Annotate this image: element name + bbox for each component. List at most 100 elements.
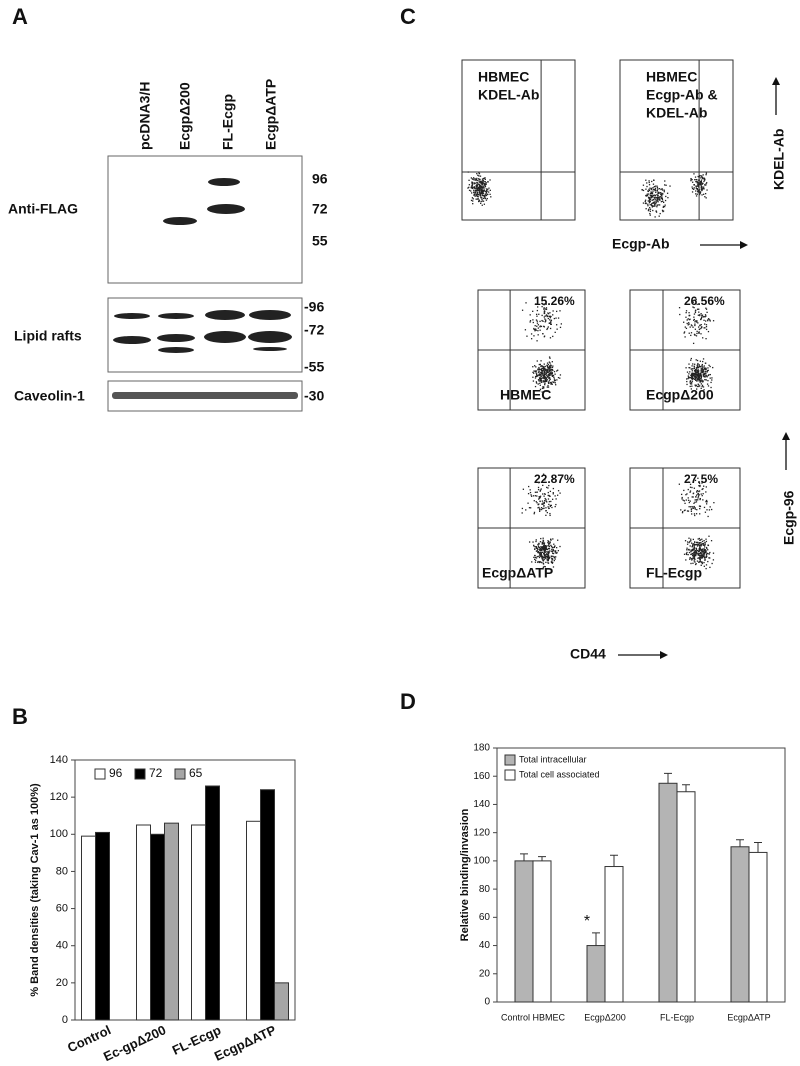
event-dot [697, 377, 700, 379]
event-dot [664, 180, 666, 182]
event-dot [544, 376, 546, 379]
event-dot [695, 368, 698, 370]
event-dot [530, 507, 532, 509]
event-dot [653, 194, 655, 196]
panel-label: D [400, 689, 416, 714]
event-dot [475, 198, 477, 200]
event-dot [698, 332, 700, 334]
event-dot [705, 369, 707, 371]
event-dot [662, 200, 664, 202]
event-dot [543, 549, 545, 551]
event-dot [657, 196, 659, 199]
event-dot [535, 313, 538, 316]
event-dot [539, 495, 542, 497]
event-dot [698, 328, 701, 330]
event-dot [681, 496, 683, 499]
event-dot [651, 204, 653, 207]
event-dot [534, 325, 536, 327]
event-dot [693, 560, 695, 562]
event-dot [700, 383, 702, 385]
event-dot [476, 198, 479, 200]
event-dot [545, 320, 547, 322]
event-dot [654, 216, 656, 218]
event-dot [539, 510, 541, 512]
event-dot [703, 316, 705, 318]
event-dot [700, 379, 702, 382]
event-dot [481, 186, 484, 188]
event-dot [649, 212, 651, 215]
event-dot [532, 495, 535, 497]
event-dot [543, 316, 545, 318]
event-dot [473, 191, 475, 194]
event-dot [476, 181, 478, 184]
panel-label: A [12, 4, 28, 29]
event-dot [477, 174, 479, 176]
event-dot [694, 369, 696, 371]
event-dot [546, 511, 549, 514]
event-dot [696, 188, 698, 190]
event-dot [547, 386, 550, 388]
event-dot [477, 182, 479, 184]
event-dot [553, 370, 556, 373]
event-dot [695, 298, 697, 301]
bar [260, 789, 275, 1021]
event-dot [541, 387, 544, 390]
event-dot [555, 556, 557, 558]
event-dot [685, 494, 687, 496]
event-dot [652, 187, 654, 189]
event-dot [556, 379, 558, 381]
event-dot [527, 502, 529, 504]
event-dot [544, 499, 546, 502]
event-dot [480, 190, 483, 193]
event-dot [700, 564, 702, 566]
event-dot [683, 332, 685, 334]
event-dot [552, 365, 554, 367]
event-dot [660, 193, 662, 195]
event-dot [647, 200, 649, 202]
event-dot [543, 308, 545, 310]
event-dot [681, 498, 683, 500]
event-dot [661, 198, 664, 201]
event-dot [696, 375, 698, 377]
event-dot [689, 371, 691, 373]
event-dot [478, 185, 481, 187]
event-dot [695, 541, 698, 544]
event-dot [547, 367, 549, 369]
lane-label: EcgpΔATP [263, 79, 279, 150]
event-dot [696, 380, 698, 382]
event-dot [700, 374, 702, 376]
y-tick-label: 20 [479, 968, 491, 979]
event-dot [693, 548, 695, 551]
event-dot [697, 181, 699, 183]
event-dot [645, 208, 647, 210]
plot-label: FL-Ecgp [646, 565, 702, 581]
event-dot [691, 365, 693, 367]
event-dot [477, 194, 480, 196]
event-dot [656, 200, 658, 202]
event-dot [488, 191, 490, 193]
event-dot [698, 542, 700, 544]
event-dot [657, 192, 659, 194]
event-dot [470, 177, 473, 179]
event-dot [530, 333, 533, 335]
event-dot [479, 193, 481, 196]
event-dot [660, 192, 662, 194]
y-tick-label: 180 [473, 743, 490, 754]
event-dot [649, 199, 651, 201]
event-dot [661, 196, 663, 199]
event-dot [705, 486, 707, 488]
event-dot [702, 360, 704, 363]
event-dot [556, 328, 558, 330]
event-dot [542, 372, 544, 375]
mw-marker: -96 [304, 299, 324, 315]
event-dot [698, 374, 701, 376]
event-dot [701, 554, 703, 556]
event-dot [706, 371, 708, 373]
event-dot [529, 489, 531, 491]
event-dot [540, 371, 543, 374]
event-dot [680, 509, 682, 511]
event-dot [690, 550, 693, 552]
event-dot [705, 551, 707, 553]
event-dot [546, 501, 548, 503]
event-dot [705, 184, 707, 186]
